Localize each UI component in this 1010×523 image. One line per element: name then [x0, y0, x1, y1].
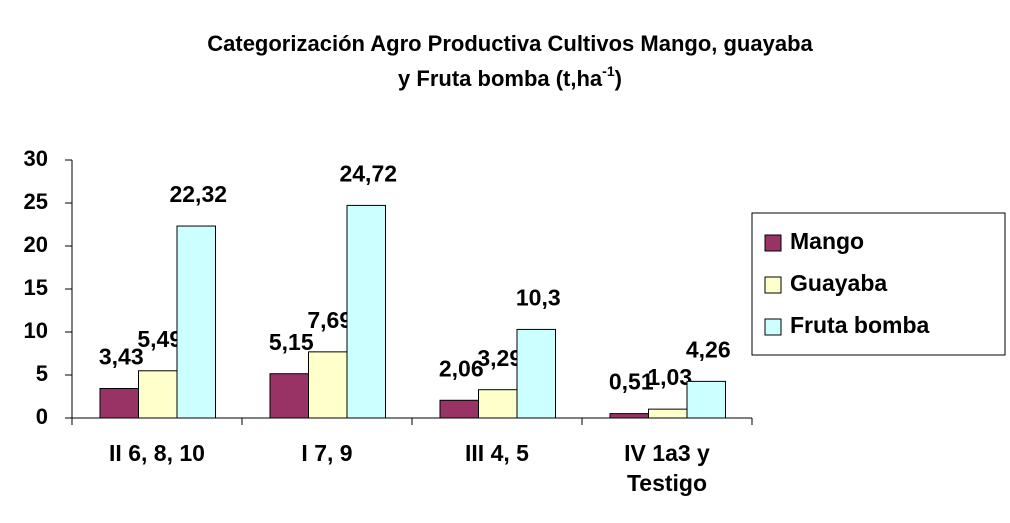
bar [648, 408, 688, 419]
chart-title: y Fruta bomba (t,ha-1) [398, 63, 622, 91]
y-tick-label: 10 [24, 318, 48, 343]
data-label: 10,3 [516, 284, 561, 310]
chart-title-superscript: -1 [602, 63, 615, 79]
bar [686, 380, 726, 419]
data-label: 22,32 [169, 181, 227, 207]
bar [609, 413, 649, 419]
bar [99, 388, 139, 419]
legend-swatch [764, 318, 782, 336]
bar [176, 225, 216, 419]
y-tick-label: 5 [36, 361, 48, 386]
y-tick-label: 25 [24, 189, 48, 214]
bar [439, 399, 479, 419]
x-tick-label: I 7, 9 [301, 440, 353, 466]
bar [516, 328, 556, 419]
data-label: 5,49 [137, 326, 182, 352]
x-tick-label: IV 1a3 y Testigo [624, 440, 710, 496]
legend-box [751, 212, 1006, 356]
bar [308, 351, 348, 419]
data-label: 2,06 [439, 355, 484, 381]
data-label: 3,43 [99, 344, 144, 370]
bar [478, 389, 518, 419]
bar [346, 204, 386, 419]
data-label: 4,26 [686, 336, 731, 362]
x-tick-label: III 4, 5 [465, 440, 529, 466]
data-label: 7,69 [307, 307, 352, 333]
chart-title: ) [615, 66, 622, 91]
data-label: 3,29 [477, 345, 522, 371]
data-label: 5,15 [269, 329, 314, 355]
y-tick-label: 15 [24, 275, 48, 300]
y-tick-label: 30 [24, 146, 48, 171]
legend-label: Mango [790, 228, 864, 254]
bar [138, 370, 178, 419]
y-tick-label: 0 [36, 404, 48, 429]
data-label: 0,51 [609, 369, 654, 395]
chart-title: Categorización Agro Productiva Cultivos … [207, 31, 813, 56]
y-tick-label: 20 [24, 232, 48, 257]
legend-swatch [764, 234, 782, 252]
legend-label: Guayaba [790, 270, 887, 296]
data-label: 1,03 [647, 364, 692, 390]
data-label: 24,72 [339, 160, 397, 186]
bar [269, 373, 309, 419]
chart-title: y Fruta bomba (t,ha [398, 66, 603, 91]
legend-label: Fruta bomba [790, 312, 929, 338]
x-tick-label: II 6, 8, 10 [109, 440, 205, 466]
legend-swatch [764, 276, 782, 294]
